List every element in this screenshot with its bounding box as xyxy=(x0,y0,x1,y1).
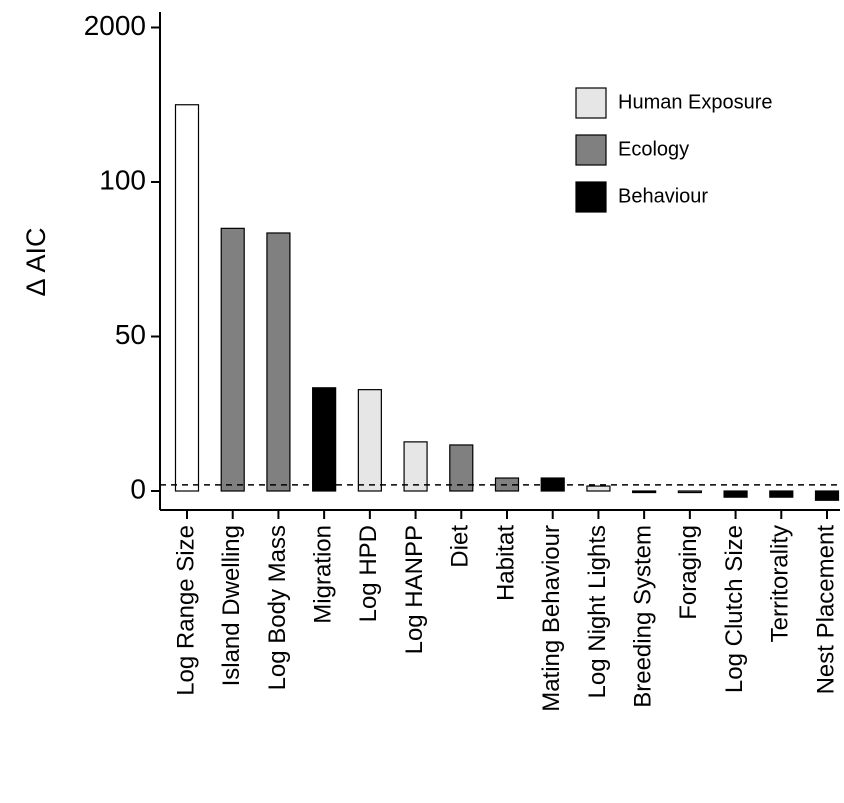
x-tick-label: Island Dwelling xyxy=(218,525,245,686)
y-tick-label: 0 xyxy=(130,473,146,504)
x-tick-label: Log Clutch Size xyxy=(721,525,748,693)
x-tick-label: Breeding System xyxy=(629,525,656,708)
bar xyxy=(677,490,702,494)
bar xyxy=(174,104,200,492)
x-tick-label: Log HPD xyxy=(355,525,382,622)
bar xyxy=(769,490,794,498)
y-tick-label: 50 xyxy=(115,319,146,350)
x-tick-label: Migration xyxy=(309,525,336,624)
legend-swatch xyxy=(575,181,607,213)
x-tick-label: Log Night Lights xyxy=(584,525,611,698)
bar xyxy=(312,387,337,492)
legend-label: Human Exposure xyxy=(618,91,773,113)
x-tick-label: Habitat xyxy=(492,525,519,601)
bar xyxy=(723,490,748,498)
bar xyxy=(220,227,245,492)
y-tick-label: 100 xyxy=(99,164,146,195)
legend-label: Behaviour xyxy=(618,185,708,207)
bar xyxy=(449,444,474,492)
x-tick-label: Mating Behaviour xyxy=(538,525,565,712)
bar xyxy=(266,232,291,492)
bar xyxy=(814,490,840,501)
bar xyxy=(357,389,382,492)
x-tick-label: Diet xyxy=(447,525,474,568)
legend-swatch xyxy=(575,134,607,166)
y-axis-label: Δ AIC xyxy=(21,227,51,296)
y-tick-label: 2000 xyxy=(84,10,146,41)
bar xyxy=(540,477,565,492)
x-tick-label: Nest Placement xyxy=(812,525,839,695)
bar xyxy=(632,490,657,494)
legend-swatch xyxy=(575,87,607,119)
bar xyxy=(586,485,611,492)
x-tick-label: Foraging xyxy=(675,525,702,620)
x-tick-label: Log HANPP xyxy=(401,525,428,654)
x-tick-label: Log Body Mass xyxy=(264,525,291,690)
x-tick-label: Territorality xyxy=(767,525,794,642)
x-tick-label: Log Range Size xyxy=(172,525,199,696)
legend-label: Ecology xyxy=(618,138,689,160)
bar xyxy=(403,441,428,492)
